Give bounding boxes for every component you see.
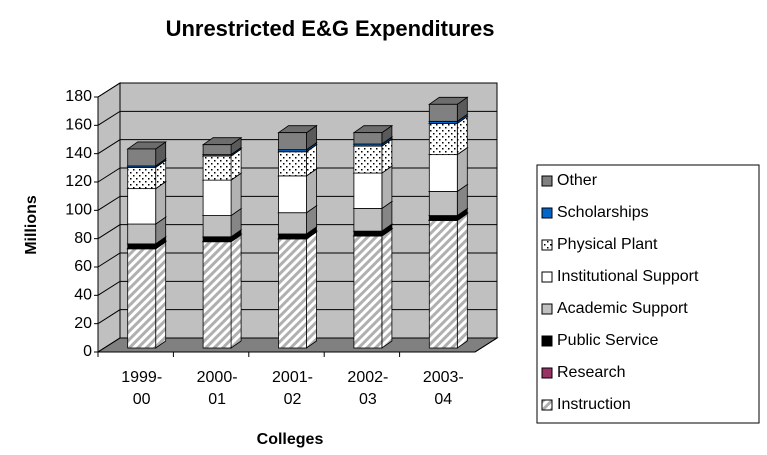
bar	[127, 188, 157, 225]
bar	[428, 123, 458, 156]
x-tick-label: 2000-01	[196, 369, 238, 408]
legend-key	[541, 367, 553, 379]
bar	[428, 215, 458, 221]
y-tick-label: 40	[74, 287, 92, 304]
legend-label: Instruction	[557, 396, 631, 413]
y-tick-label: 80	[74, 230, 92, 247]
y-tick-label: 0	[83, 343, 92, 360]
y-tick-label: 60	[74, 258, 92, 275]
bar-side	[155, 241, 167, 349]
bar	[127, 148, 157, 167]
x-axis	[474, 337, 498, 353]
bar	[278, 175, 307, 214]
x-tick-label: 2001-02	[272, 369, 313, 408]
legend-label: Other	[557, 172, 598, 189]
y-tick-label: 140	[65, 145, 92, 162]
bar	[278, 238, 307, 349]
legend	[536, 164, 760, 424]
bar	[353, 132, 383, 145]
bar	[127, 166, 157, 190]
bar	[278, 212, 307, 235]
y-tick-label: 100	[65, 202, 92, 219]
bar-side	[230, 233, 242, 349]
legend-key	[541, 175, 553, 187]
y-tick-label: 180	[65, 88, 92, 105]
bar	[428, 191, 458, 216]
bar	[202, 236, 232, 242]
legend-label: Research	[557, 364, 625, 381]
bar	[278, 132, 307, 151]
legend-label: Physical Plant	[557, 236, 658, 253]
bar-side	[381, 228, 393, 349]
y-tick-label: 120	[65, 173, 92, 190]
legend-key	[541, 239, 553, 251]
legend-key	[541, 207, 553, 219]
bar	[353, 145, 383, 174]
bar-side	[456, 146, 468, 193]
chart-title: Unrestricted E&G Expenditures	[166, 16, 495, 41]
y-tick-label: 20	[74, 315, 92, 332]
legend-key	[541, 335, 553, 347]
legend-key	[541, 399, 553, 411]
x-tick-label: 1999-00	[121, 369, 163, 408]
bar	[428, 154, 458, 192]
legend-key	[541, 303, 553, 315]
bar	[202, 179, 232, 216]
legend-label: Institutional Support	[557, 268, 699, 285]
bar	[278, 151, 307, 177]
x-axis-title: Colleges	[257, 431, 324, 448]
bar-side	[456, 212, 468, 349]
x-tick-label: 2002-03	[347, 369, 389, 408]
bar	[127, 223, 157, 245]
bar	[202, 144, 232, 156]
y-axis-title: Millions	[23, 195, 40, 255]
bar	[202, 241, 232, 349]
bar	[127, 248, 157, 349]
bar	[202, 215, 232, 238]
x-tick-label: 2003-04	[422, 369, 464, 408]
grid-line	[97, 110, 497, 126]
bar-side	[306, 231, 317, 349]
grid-line	[97, 82, 497, 98]
bar	[353, 208, 383, 232]
bar	[428, 220, 458, 349]
bar	[353, 235, 383, 349]
y-tick-label: 160	[65, 117, 92, 134]
legend-label: Scholarships	[557, 204, 649, 221]
bar	[278, 233, 307, 239]
legend-key	[541, 271, 553, 283]
bar	[202, 155, 232, 181]
legend-label: Public Service	[557, 332, 658, 349]
bar	[127, 243, 157, 249]
bar-side	[306, 168, 317, 214]
bar	[353, 230, 383, 236]
bar	[428, 103, 458, 122]
legend-label: Academic Support	[557, 300, 688, 317]
bar	[353, 172, 383, 209]
